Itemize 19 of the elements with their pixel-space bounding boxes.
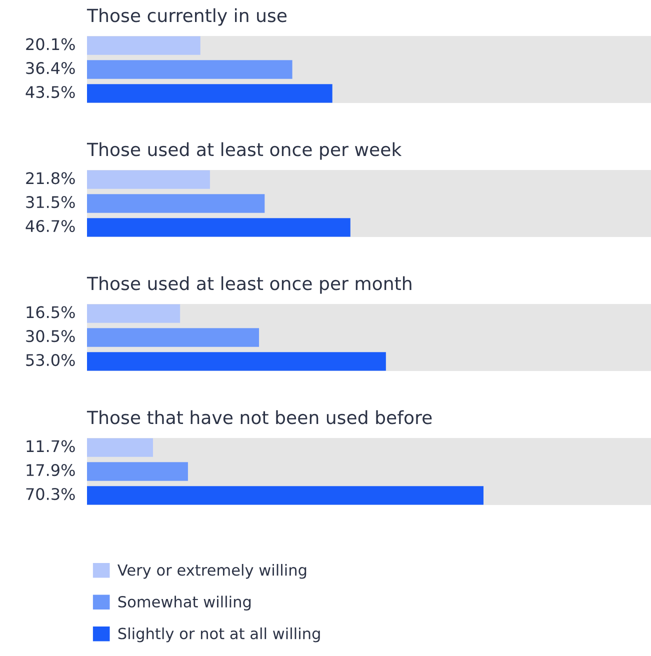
chart-title: Those used at least once per week xyxy=(86,142,402,160)
data-label: 16.5% xyxy=(26,306,75,318)
data-label: 21.8% xyxy=(26,172,75,184)
legend-label: Very or extremely willing xyxy=(118,564,306,579)
data-label: 20.1% xyxy=(26,38,75,50)
chart-title: Those currently in use xyxy=(86,8,287,26)
chart-title: Those used at least once per month xyxy=(86,276,412,294)
legend-label: Somewhat willing xyxy=(118,596,251,611)
data-label: 31.5% xyxy=(26,196,75,208)
legend-label: Slightly or not at all willing xyxy=(118,627,320,642)
data-label: 30.5% xyxy=(26,330,75,342)
data-label: 43.5% xyxy=(26,86,75,98)
data-label: 46.7% xyxy=(26,220,75,232)
chart-title: Those that have not been used before xyxy=(86,410,432,424)
data-label: 11.7% xyxy=(26,440,75,452)
data-label: 53.0% xyxy=(26,354,75,366)
data-label: 36.4% xyxy=(26,62,75,74)
data-label: 70.3% xyxy=(26,488,75,500)
data-label: 17.9% xyxy=(26,464,75,476)
